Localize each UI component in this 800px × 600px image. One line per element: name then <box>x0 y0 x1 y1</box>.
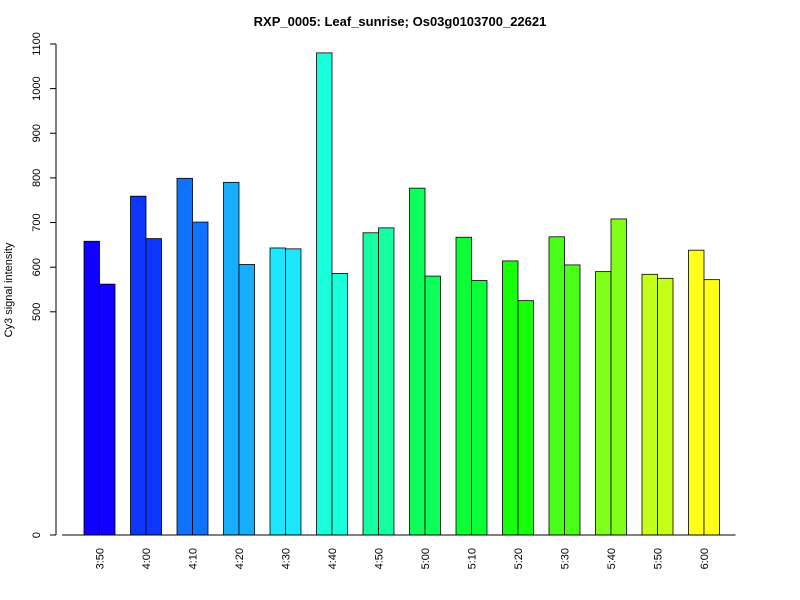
bar <box>99 283 116 536</box>
y-axis-title: Cy3 signal intensity <box>3 242 15 337</box>
x-tick-label: 5:20 <box>513 548 525 569</box>
bar <box>176 177 193 536</box>
x-tick-label: 6:00 <box>699 548 711 569</box>
y-tick-label: 500 <box>31 303 43 321</box>
bar <box>130 195 147 536</box>
y-tick-label: 0 <box>31 532 43 538</box>
bar <box>378 227 395 536</box>
bar <box>641 273 658 536</box>
x-tick-label: 5:50 <box>653 548 665 569</box>
bar <box>703 279 720 536</box>
bar <box>145 238 162 536</box>
x-tick-label: 5:40 <box>606 548 618 569</box>
bars-group <box>83 52 720 536</box>
bar <box>424 275 441 536</box>
bar <box>223 181 240 536</box>
x-tick-label: 4:30 <box>281 548 293 569</box>
y-tick-label: 1100 <box>31 32 43 56</box>
bar <box>269 247 286 536</box>
bar <box>610 218 627 536</box>
bar <box>548 236 565 536</box>
x-tick-label: 4:40 <box>327 548 339 569</box>
y-axis: 0 500 600 700 800 900 1000 1100 <box>31 32 57 538</box>
bar <box>657 277 674 536</box>
x-tick-label: 4:20 <box>234 548 246 569</box>
chart-title: RXP_0005: Leaf_sunrise; Os03g0103700_226… <box>254 14 547 29</box>
bar <box>595 271 612 536</box>
bar <box>471 280 488 536</box>
x-tick-label: 4:00 <box>141 548 153 569</box>
bar <box>688 249 705 536</box>
x-tick-label: 5:10 <box>467 548 479 569</box>
bar <box>517 300 534 536</box>
bar <box>285 248 302 536</box>
bar <box>502 260 519 536</box>
bar <box>564 264 581 536</box>
y-tick-label: 1000 <box>31 76 43 100</box>
bar <box>455 236 472 536</box>
x-tick-label: 4:50 <box>374 548 386 569</box>
bar <box>238 264 255 536</box>
y-tick-label: 900 <box>31 124 43 142</box>
y-tick-label: 800 <box>31 169 43 187</box>
x-tick-label: 3:50 <box>95 548 107 569</box>
x-axis-labels: 3:50 4:00 4:10 4:20 4:30 4:40 4:50 5:00 5:10 5:20… <box>95 548 712 569</box>
y-tick-label: 700 <box>31 213 43 231</box>
bar <box>83 240 100 536</box>
x-tick-label: 5:30 <box>560 548 572 569</box>
bar <box>192 221 209 536</box>
bar <box>409 187 426 536</box>
bar <box>362 232 379 536</box>
x-tick-label: 5:00 <box>420 548 432 569</box>
x-tick-label: 4:10 <box>188 548 200 569</box>
bar <box>316 52 333 536</box>
bar <box>331 273 348 536</box>
y-tick-label: 600 <box>31 258 43 276</box>
